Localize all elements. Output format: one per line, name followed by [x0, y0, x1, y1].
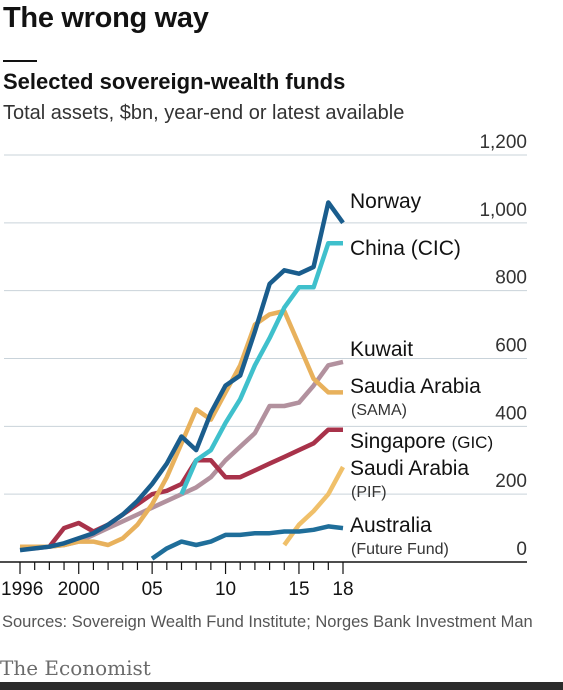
headline: The wrong way [3, 2, 209, 34]
chart-subtitle: Total assets, $bn, year-end or latest av… [3, 102, 405, 124]
x-tick-label: 2000 [58, 579, 100, 600]
y-tick-label: 400 [495, 403, 527, 424]
series-line-australia-future-fund [150, 524, 344, 561]
y-tick-label: 800 [495, 268, 527, 289]
series-line-singapore-gic [20, 427, 343, 549]
x-tick-label: 1996 [1, 579, 43, 600]
series-sublabel-saudi-arabia-pif: (PIF) [351, 484, 387, 501]
x-tick-label: 18 [332, 579, 353, 600]
series-line-china-cic [179, 240, 343, 496]
series-label-china-cic: China (CIC) [350, 237, 461, 260]
series-label-kuwait: Kuwait [350, 338, 413, 361]
series-line-kuwait [20, 359, 344, 551]
series-lines [19, 200, 345, 561]
y-tick-label: 600 [495, 336, 527, 357]
series-line-norway [19, 200, 345, 553]
series-label-norway: Norway [350, 190, 422, 213]
y-tick-label: 0 [516, 539, 527, 560]
series-labels: Norway China (CIC) Kuwait Saudia Arabia (SAM… [350, 190, 493, 558]
line-chart: Norway China (CIC) Kuwait Saudia Arabia (SAM… [0, 132, 527, 600]
title-rule [3, 60, 37, 62]
y-axis-ticks: 0 200 400 600 800 1,000 1,200 [479, 132, 527, 560]
series-line-saudia-arabia-sama [20, 308, 343, 549]
x-tick-label: 10 [215, 579, 236, 600]
x-tick-label: 05 [142, 579, 163, 600]
x-axis: 1996 2000 05 10 15 18 [0, 561, 527, 600]
series-label-australia-future-fund: Australia [350, 514, 432, 537]
x-tick-label: 15 [288, 579, 309, 600]
y-tick-label: 1,200 [479, 132, 527, 153]
chart-title: Selected sovereign-wealth funds [3, 69, 346, 94]
publisher-logo: The Economist [0, 656, 151, 680]
grid-lines [4, 154, 527, 495]
y-tick-label: 200 [495, 471, 527, 492]
series-sublabel-saudia-arabia-sama: (SAMA) [351, 402, 407, 419]
bottom-strip [0, 682, 563, 690]
y-tick-label: 1,000 [479, 200, 527, 221]
series-label-singapore-gic: Singapore (GIC) [350, 430, 493, 453]
series-label-saudia-arabia-sama: Saudia Arabia [350, 375, 481, 398]
series-sublabel-australia-future-fund: (Future Fund) [351, 541, 449, 558]
series-label-saudi-arabia-pif: Saudi Arabia [350, 457, 469, 480]
source-note: Sources: Sovereign Wealth Fund Institute… [2, 613, 533, 631]
